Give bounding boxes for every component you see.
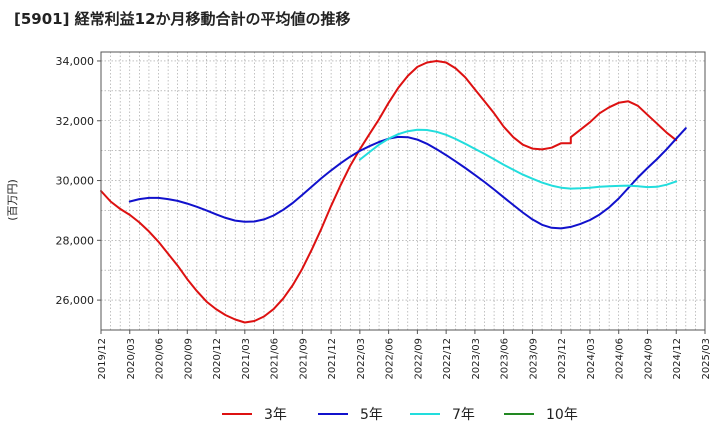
- x-tick-label: 2023/12: [557, 338, 568, 380]
- x-tick-label: 2025/03: [701, 338, 712, 380]
- x-tick-label: 2024/03: [586, 338, 597, 380]
- y-tick-label: 26,000: [56, 294, 95, 307]
- series-lines: [100, 60, 687, 324]
- x-tick-label: 2023/03: [471, 338, 482, 380]
- x-tick-label: 2021/03: [241, 338, 252, 380]
- legend-label: 7年: [452, 407, 475, 423]
- x-tick-label: 2022/06: [385, 338, 396, 380]
- x-tick-label: 2022/03: [356, 338, 367, 380]
- x-tick-label: 2024/06: [615, 338, 626, 380]
- x-tick-label: 2021/09: [298, 338, 309, 380]
- x-tick-label: 2020/06: [155, 338, 166, 380]
- legend-label: 3年: [264, 407, 287, 423]
- x-tick-label: 2021/12: [327, 338, 338, 380]
- x-tick-label: 2021/06: [270, 338, 281, 380]
- legend-label: 5年: [360, 407, 383, 423]
- chart-title: [5901] 経常利益12か月移動合計の平均値の推移: [14, 10, 351, 28]
- series-line-5年: [128, 127, 687, 230]
- x-tick-label: 2023/06: [500, 338, 511, 380]
- y-tick-label: 28,000: [56, 234, 95, 247]
- x-tick-label: 2022/09: [413, 338, 424, 380]
- x-tick-label: 2023/09: [528, 338, 539, 380]
- y-tick-label: 32,000: [56, 115, 95, 128]
- legend: 3年 5年 7年 10年: [222, 407, 578, 423]
- x-tick-label: 2020/12: [212, 338, 223, 380]
- grid: [101, 52, 705, 330]
- y-axis-label: (百万円): [6, 179, 19, 221]
- series-line-7年: [358, 128, 678, 190]
- x-tick-label: 2024/12: [672, 338, 683, 380]
- x-tick-label: 2020/03: [126, 338, 137, 380]
- x-tick-label: 2020/09: [183, 338, 194, 380]
- x-tick-label: 2019/12: [97, 338, 108, 380]
- x-tick-label: 2022/12: [442, 338, 453, 380]
- plot-frame: [100, 51, 706, 331]
- legend-label: 10年: [546, 407, 578, 423]
- series-line-3年: [100, 60, 678, 324]
- y-tick-label: 30,000: [56, 175, 95, 188]
- y-tick-label: 34,000: [56, 55, 95, 68]
- x-tick-label: 2024/09: [643, 338, 654, 380]
- y-axis: 26,000 28,000 30,000 32,000 34,000: [56, 55, 101, 307]
- x-axis: 2019/12 2020/03 2020/06 2020/09 2020/12 2021/…: [97, 330, 712, 380]
